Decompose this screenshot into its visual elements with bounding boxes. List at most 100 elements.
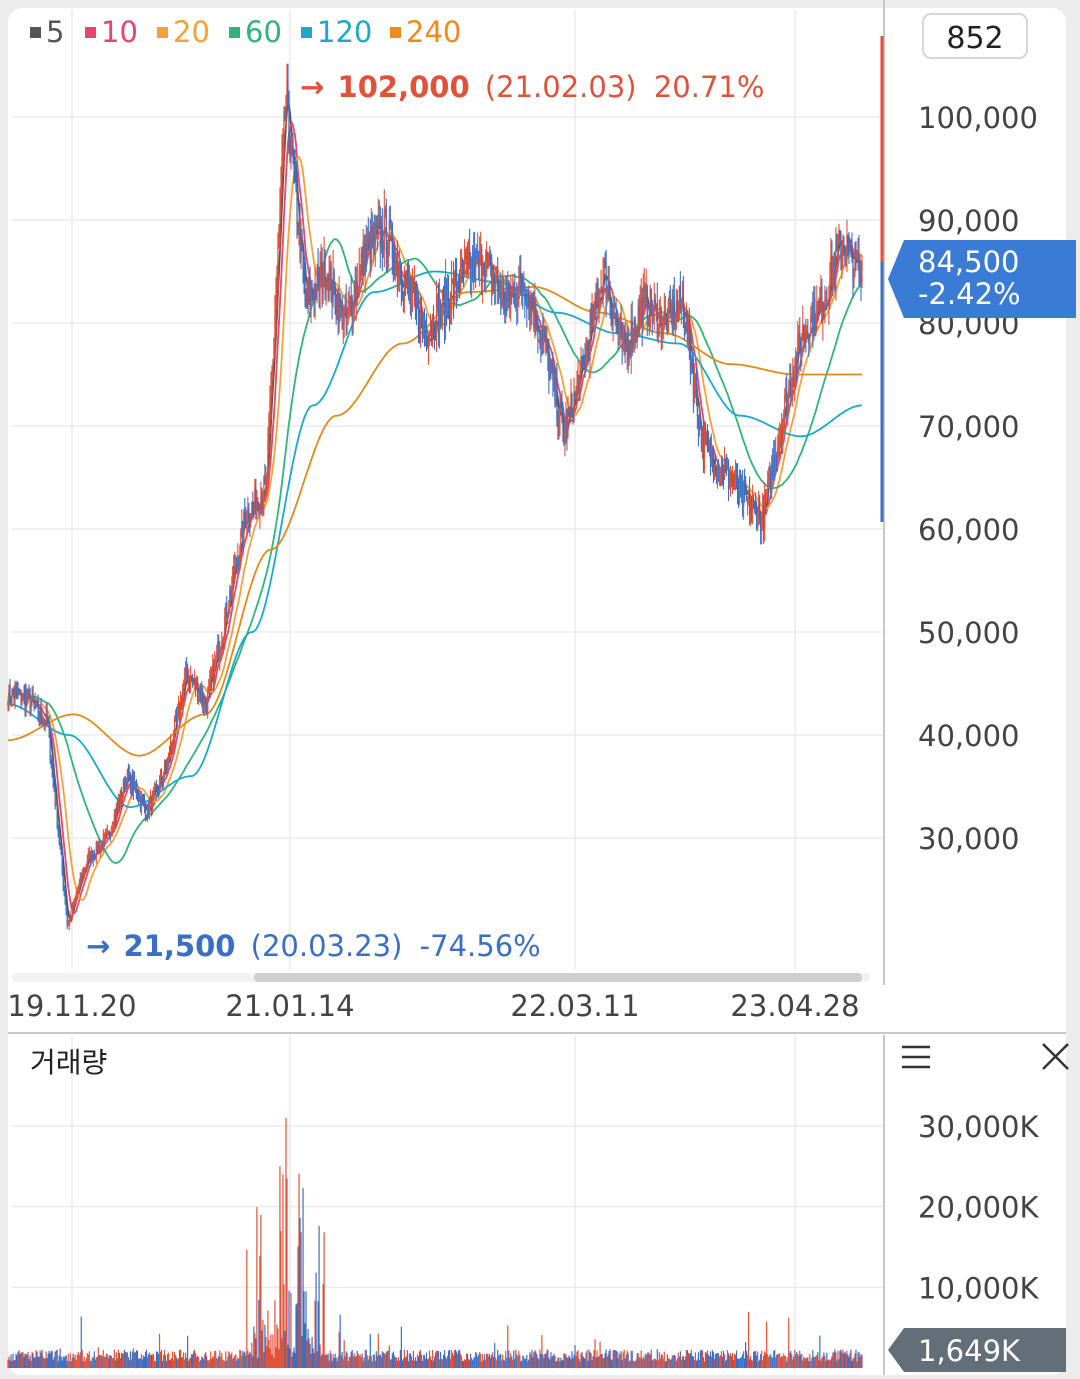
high-pct: 20.71% — [654, 70, 765, 104]
candle-body — [684, 324, 686, 331]
candle-body — [533, 309, 535, 329]
candle-body — [495, 282, 497, 287]
legend-label[interactable]: 120 — [317, 15, 372, 49]
candle-body — [511, 291, 513, 293]
candle-body — [220, 648, 222, 652]
high-arrow: → — [300, 70, 324, 104]
volume-bar — [349, 1356, 351, 1368]
candle-body — [380, 224, 382, 250]
volume-bar — [105, 1353, 107, 1368]
volume-bar — [722, 1351, 725, 1368]
legend-label[interactable]: 60 — [245, 15, 282, 49]
candle-body — [251, 501, 253, 515]
volume-bar — [518, 1350, 520, 1368]
candle-body — [57, 827, 59, 833]
candle-body — [557, 420, 559, 423]
volume-bar — [228, 1351, 230, 1368]
candle-body — [74, 898, 76, 900]
candle-body — [299, 217, 301, 260]
scrollbar-thumb[interactable] — [254, 973, 862, 982]
volume-bar — [181, 1357, 183, 1368]
candle-body — [15, 689, 17, 691]
candle-body — [128, 772, 131, 776]
candle-body — [548, 353, 550, 381]
candle-body — [509, 295, 511, 305]
volume-bar — [591, 1360, 593, 1368]
volume-bar — [274, 1300, 276, 1368]
candle-body — [631, 320, 633, 348]
volume-bar — [488, 1356, 490, 1368]
volume-bar — [52, 1359, 54, 1368]
candle-body — [711, 449, 714, 458]
volume-bar — [195, 1353, 197, 1368]
volume-bar — [216, 1357, 218, 1368]
volume-bar — [705, 1353, 708, 1368]
candle-body — [671, 305, 673, 328]
volume-bar — [486, 1353, 488, 1368]
volume-bar — [344, 1356, 346, 1368]
volume-bar — [37, 1356, 39, 1368]
candle-body — [660, 309, 662, 338]
legend-label[interactable]: 20 — [173, 15, 210, 49]
candle-body — [460, 260, 463, 262]
candle-body — [120, 790, 122, 799]
volume-bar — [367, 1359, 369, 1368]
volume-bar — [406, 1350, 409, 1368]
candle-body — [195, 679, 197, 691]
volume-bar — [262, 1320, 264, 1368]
volume-bar — [492, 1352, 494, 1368]
candle-body — [112, 827, 114, 830]
candle-body — [552, 364, 554, 382]
volume-bar — [496, 1360, 498, 1368]
candle-body — [328, 271, 330, 299]
candle-body — [250, 514, 252, 523]
volume-bar — [812, 1350, 814, 1368]
volume-bar — [620, 1351, 622, 1368]
volume-bar — [48, 1350, 50, 1368]
volume-bar — [202, 1357, 204, 1368]
volume-bar — [127, 1356, 130, 1368]
candle-body — [96, 842, 98, 853]
candle-body — [289, 134, 291, 159]
moving-average-legend[interactable]: 5 10 20 60 120 240 — [30, 15, 461, 49]
candle-body — [72, 905, 74, 908]
volume-bar — [203, 1359, 205, 1368]
volume-bar — [333, 1357, 335, 1368]
period-count-box[interactable] — [922, 13, 1028, 59]
volume-bar — [605, 1349, 607, 1368]
volume-bar — [291, 1356, 293, 1368]
volume-bar — [533, 1352, 535, 1368]
candle-body — [331, 299, 333, 301]
candle-body — [613, 315, 615, 318]
volume-bar — [832, 1352, 834, 1368]
candle-body — [32, 695, 34, 702]
candle-body — [293, 158, 295, 168]
volume-bar — [132, 1348, 135, 1368]
volume-bar — [618, 1352, 620, 1368]
candle-body — [238, 557, 240, 564]
volume-bar — [371, 1361, 373, 1368]
candle-body — [542, 331, 544, 337]
candle-body — [504, 309, 506, 313]
legend-label[interactable]: 240 — [406, 15, 461, 49]
volume-bar — [341, 1352, 343, 1368]
candle-body — [853, 269, 855, 283]
volume-bar — [582, 1356, 584, 1368]
volume-bar — [833, 1352, 835, 1368]
volume-bar — [382, 1352, 384, 1368]
hamburger-icon[interactable] — [902, 1045, 930, 1069]
volume-bar — [54, 1351, 56, 1368]
volume-bar — [76, 1354, 78, 1368]
candle-body — [644, 285, 646, 293]
volume-bar — [89, 1360, 91, 1368]
candle-body — [167, 753, 170, 761]
volume-bar — [567, 1357, 569, 1368]
volume-bar — [297, 1246, 299, 1368]
legend-label[interactable]: 10 — [101, 15, 138, 49]
candle-body — [242, 521, 244, 542]
legend-label[interactable]: 5 — [46, 15, 64, 49]
close-icon[interactable] — [1042, 1043, 1069, 1070]
volume-bar — [744, 1342, 747, 1368]
volume-bar — [75, 1360, 77, 1368]
